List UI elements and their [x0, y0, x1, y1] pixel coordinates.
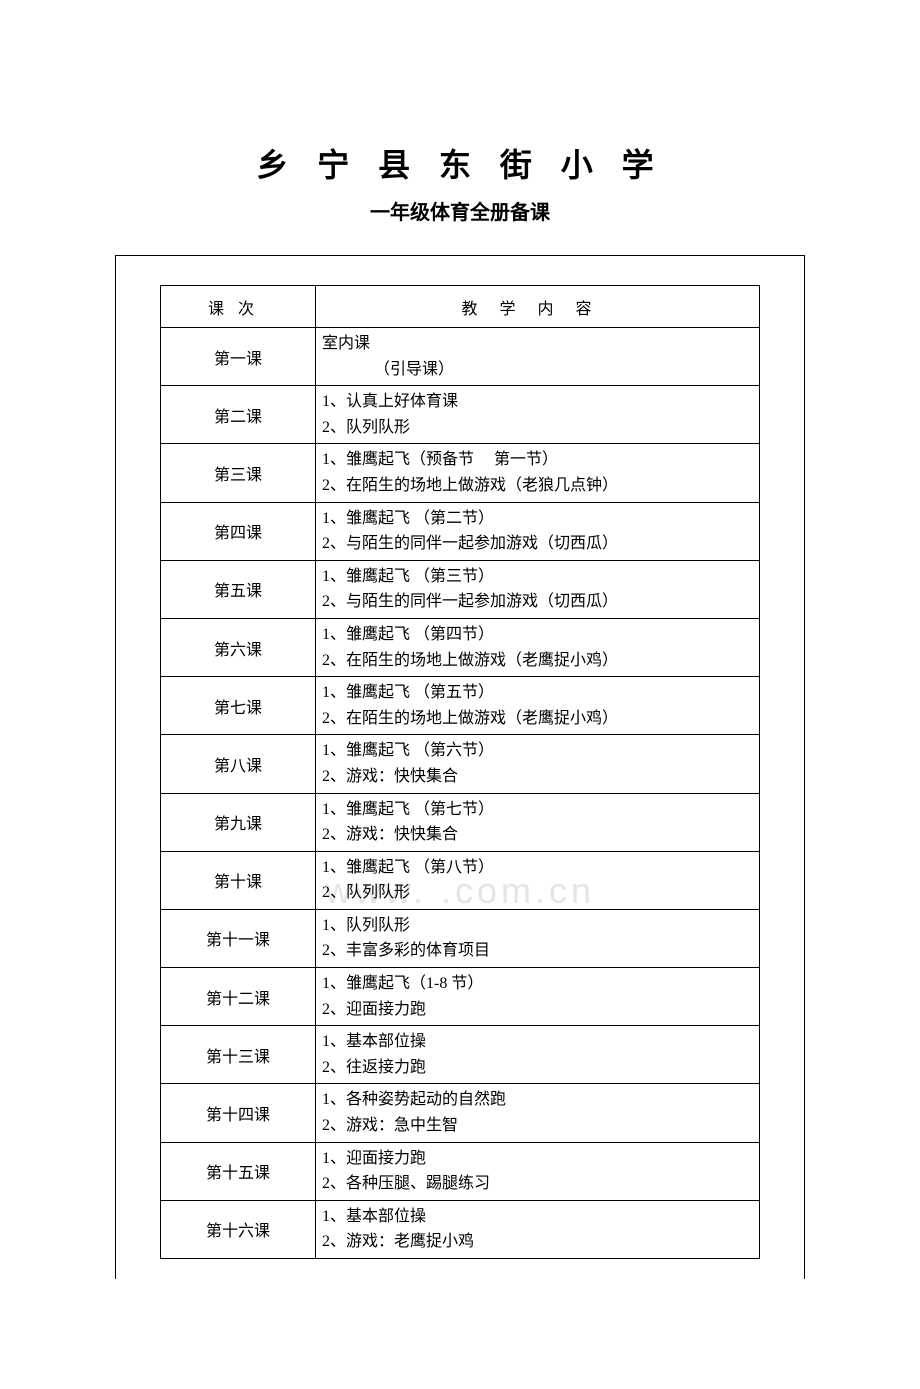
lesson-content-cell: 1、迎面接力跑2、各种压腿、踢腿练习 — [316, 1142, 760, 1200]
lesson-number-cell: 第十一课 — [161, 909, 316, 967]
table-row: 第三课1、雏鹰起飞（预备节 第一节）2、在陌生的场地上做游戏（老狼几点钟） — [161, 444, 760, 502]
lesson-number-cell: 第三课 — [161, 444, 316, 502]
content-line: 2、游戏：老鹰捉小鸡 — [322, 1229, 753, 1255]
content-line: 1、雏鹰起飞 （第四节） — [322, 622, 753, 648]
content-line: 2、丰富多彩的体育项目 — [322, 938, 753, 964]
content-line: 2、在陌生的场地上做游戏（老鹰捉小鸡） — [322, 648, 753, 674]
header-content: 教学内容 — [316, 286, 760, 328]
lesson-content-cell: 1、雏鹰起飞 （第六节）2、游戏：快快集合 — [316, 735, 760, 793]
table-row: 第一课室内课（引导课） — [161, 328, 760, 386]
content-line: 2、各种压腿、踢腿练习 — [322, 1171, 753, 1197]
table-row: 第六课1、雏鹰起飞 （第四节）2、在陌生的场地上做游戏（老鹰捉小鸡） — [161, 618, 760, 676]
content-line: 2、往返接力跑 — [322, 1055, 753, 1081]
content-line: 1、迎面接力跑 — [322, 1146, 753, 1172]
table-row: 第十课1、雏鹰起飞 （第八节）2、队列队形 — [161, 851, 760, 909]
lesson-number-cell: 第七课 — [161, 677, 316, 735]
table-row: 第十三课1、基本部位操2、往返接力跑 — [161, 1026, 760, 1084]
header-lesson: 课次 — [161, 286, 316, 328]
table-row: 第十四课1、各种姿势起动的自然跑2、游戏：急中生智 — [161, 1084, 760, 1142]
content-line: 1、雏鹰起飞 （第三节） — [322, 564, 753, 590]
lesson-number-cell: 第六课 — [161, 618, 316, 676]
table-row: 第十六课1、基本部位操2、游戏：老鹰捉小鸡 — [161, 1200, 760, 1258]
content-line: 2、游戏：急中生智 — [322, 1113, 753, 1139]
content-line: 2、游戏：快快集合 — [322, 822, 753, 848]
content-line: 2、在陌生的场地上做游戏（老鹰捉小鸡） — [322, 706, 753, 732]
lesson-content-cell: 1、基本部位操2、游戏：老鹰捉小鸡 — [316, 1200, 760, 1258]
sub-title: 一年级体育全册备课 — [115, 196, 805, 225]
content-line: 2、队列队形 — [322, 415, 753, 441]
content-line: （引导课） — [322, 357, 753, 383]
content-line: 2、在陌生的场地上做游戏（老狼几点钟） — [322, 473, 753, 499]
content-line: 2、游戏：快快集合 — [322, 764, 753, 790]
table-row: 第七课1、雏鹰起飞 （第五节）2、在陌生的场地上做游戏（老鹰捉小鸡） — [161, 677, 760, 735]
panel-border-left — [115, 255, 116, 1279]
content-line: 1、认真上好体育课 — [322, 389, 753, 415]
table-row: 第八课1、雏鹰起飞 （第六节）2、游戏：快快集合 — [161, 735, 760, 793]
lesson-number-cell: 第五课 — [161, 560, 316, 618]
table-row: 第四课1、雏鹰起飞 （第二节）2、与陌生的同伴一起参加游戏（切西瓜） — [161, 502, 760, 560]
content-line: 室内课 — [322, 331, 753, 357]
lesson-number-cell: 第十五课 — [161, 1142, 316, 1200]
panel-border-right — [804, 255, 805, 1279]
content-line: 1、雏鹰起飞 （第八节） — [322, 855, 753, 881]
table-row: 第十二课1、雏鹰起飞（1-8 节）2、迎面接力跑 — [161, 968, 760, 1026]
lesson-content-cell: 1、雏鹰起飞（1-8 节）2、迎面接力跑 — [316, 968, 760, 1026]
table-row: 第十五课1、迎面接力跑2、各种压腿、踢腿练习 — [161, 1142, 760, 1200]
table-row: 第十一课1、队列队形2、丰富多彩的体育项目 — [161, 909, 760, 967]
lesson-content-cell: 1、认真上好体育课2、队列队形 — [316, 386, 760, 444]
content-line: 1、各种姿势起动的自然跑 — [322, 1087, 753, 1113]
lesson-content-cell: 1、雏鹰起飞 （第四节）2、在陌生的场地上做游戏（老鹰捉小鸡） — [316, 618, 760, 676]
table-row: 第九课1、雏鹰起飞 （第七节）2、游戏：快快集合 — [161, 793, 760, 851]
content-line: 2、与陌生的同伴一起参加游戏（切西瓜） — [322, 589, 753, 615]
lesson-content-cell: 1、雏鹰起飞 （第五节）2、在陌生的场地上做游戏（老鹰捉小鸡） — [316, 677, 760, 735]
content-line: 1、雏鹰起飞 （第二节） — [322, 506, 753, 532]
lesson-content-cell: 1、雏鹰起飞（预备节 第一节）2、在陌生的场地上做游戏（老狼几点钟） — [316, 444, 760, 502]
lesson-content-cell: 1、各种姿势起动的自然跑2、游戏：急中生智 — [316, 1084, 760, 1142]
lesson-content-cell: 1、雏鹰起飞 （第三节）2、与陌生的同伴一起参加游戏（切西瓜） — [316, 560, 760, 618]
lesson-number-cell: 第十三课 — [161, 1026, 316, 1084]
content-line: 1、雏鹰起飞 （第五节） — [322, 680, 753, 706]
content-line: 1、队列队形 — [322, 913, 753, 939]
content-line: 1、雏鹰起飞（1-8 节） — [322, 971, 753, 997]
lesson-number-cell: 第一课 — [161, 328, 316, 386]
content-line: 1、基本部位操 — [322, 1029, 753, 1055]
lesson-number-cell: 第十二课 — [161, 968, 316, 1026]
lesson-content-cell: 室内课（引导课） — [316, 328, 760, 386]
content-line: 2、与陌生的同伴一起参加游戏（切西瓜） — [322, 531, 753, 557]
content-line: 1、雏鹰起飞 （第七节） — [322, 797, 753, 823]
lesson-number-cell: 第四课 — [161, 502, 316, 560]
content-line: 1、基本部位操 — [322, 1204, 753, 1230]
main-title: 乡 宁 县 东 街 小 学 — [115, 140, 805, 186]
lesson-number-cell: 第八课 — [161, 735, 316, 793]
lesson-table: 课次 教学内容 第一课室内课（引导课）第二课1、认真上好体育课2、队列队形第三课… — [160, 285, 760, 1259]
content-line: 2、迎面接力跑 — [322, 997, 753, 1023]
lesson-number-cell: 第九课 — [161, 793, 316, 851]
table-header-row: 课次 教学内容 — [161, 286, 760, 328]
lesson-content-cell: 1、雏鹰起飞 （第七节）2、游戏：快快集合 — [316, 793, 760, 851]
content-line: 2、队列队形 — [322, 880, 753, 906]
lesson-number-cell: 第二课 — [161, 386, 316, 444]
lesson-content-cell: 1、队列队形2、丰富多彩的体育项目 — [316, 909, 760, 967]
lesson-number-cell: 第十六课 — [161, 1200, 316, 1258]
lesson-content-cell: 1、雏鹰起飞 （第八节）2、队列队形 — [316, 851, 760, 909]
lesson-number-cell: 第十四课 — [161, 1084, 316, 1142]
content-panel: www. .com.cn 课次 教学内容 第一课室内课（引导课）第二课1、认真上… — [115, 255, 805, 1279]
table-row: 第五课1、雏鹰起飞 （第三节）2、与陌生的同伴一起参加游戏（切西瓜） — [161, 560, 760, 618]
lesson-content-cell: 1、基本部位操2、往返接力跑 — [316, 1026, 760, 1084]
content-line: 1、雏鹰起飞 （第六节） — [322, 738, 753, 764]
lesson-number-cell: 第十课 — [161, 851, 316, 909]
table-row: 第二课1、认真上好体育课2、队列队形 — [161, 386, 760, 444]
lesson-content-cell: 1、雏鹰起飞 （第二节）2、与陌生的同伴一起参加游戏（切西瓜） — [316, 502, 760, 560]
content-line: 1、雏鹰起飞（预备节 第一节） — [322, 447, 753, 473]
